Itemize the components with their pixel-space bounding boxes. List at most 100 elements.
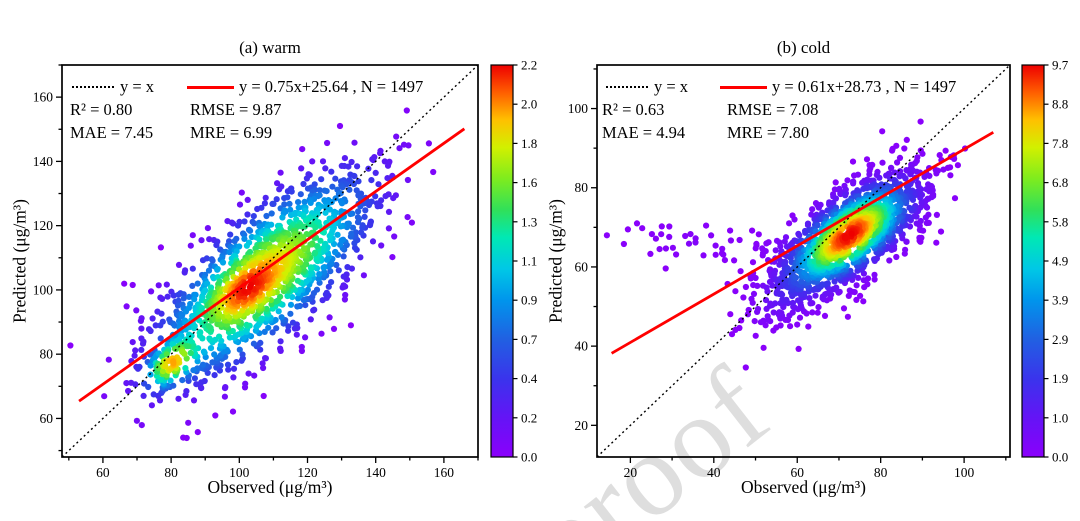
scatter-point xyxy=(740,294,747,301)
scatter-point xyxy=(728,331,736,338)
scatter-point xyxy=(377,150,384,157)
scatter-point xyxy=(236,201,244,208)
scatter-point xyxy=(937,228,945,235)
scatter-point xyxy=(923,220,930,227)
scatter-point xyxy=(749,259,757,266)
scatter-point xyxy=(183,355,190,362)
scatter-point xyxy=(893,253,900,261)
scatter-point xyxy=(245,370,252,377)
scatter-point xyxy=(162,363,169,370)
y-tick-label: 80 xyxy=(40,347,54,362)
scatter-point xyxy=(231,238,238,245)
scatter-point xyxy=(330,325,338,332)
x-tick-label: 60 xyxy=(96,465,110,480)
x-tick-label: 80 xyxy=(164,465,178,480)
scatter-point xyxy=(805,323,812,330)
scatter-point xyxy=(149,315,156,322)
colorbar-tick-label: 5.8 xyxy=(1052,214,1068,229)
scatter-point xyxy=(190,367,197,374)
scatter-point xyxy=(933,211,941,218)
scatter-point xyxy=(298,165,305,172)
scatter-point xyxy=(808,211,815,218)
scatter-point xyxy=(385,225,392,232)
colorbar-tick-label: 7.8 xyxy=(1052,136,1068,151)
scatter-point xyxy=(373,200,381,207)
scatter-point xyxy=(812,292,819,299)
x-tick-label: 60 xyxy=(790,465,804,480)
scatter-point xyxy=(133,307,140,314)
scatter-point xyxy=(326,232,333,239)
scatter-point xyxy=(201,377,208,385)
scatter-point xyxy=(243,321,250,328)
scatter-point xyxy=(287,206,294,213)
scatter-point xyxy=(871,276,878,283)
scatter-point xyxy=(300,246,307,253)
scatter-point xyxy=(260,364,267,372)
scatter-point xyxy=(181,269,188,276)
scatter-point xyxy=(182,365,189,372)
scatter-point xyxy=(430,168,437,176)
scatter-point xyxy=(340,253,347,260)
scatter-point xyxy=(269,329,276,336)
scatter-point xyxy=(794,321,801,328)
scatter-point xyxy=(917,118,924,125)
stat-mae-a: MAE = 7.45 xyxy=(70,123,154,142)
scatter-point xyxy=(206,335,213,342)
scatter-point xyxy=(351,173,358,180)
scatter-point xyxy=(206,236,213,243)
scatter-point xyxy=(179,377,186,384)
scatter-point xyxy=(158,310,165,317)
scatter-point xyxy=(866,171,873,178)
scatter-point xyxy=(207,345,215,352)
scatter-point xyxy=(328,168,335,175)
scatter-point xyxy=(158,376,165,383)
scatter-point xyxy=(300,296,307,304)
scatter-point xyxy=(263,212,270,220)
scatter-point xyxy=(760,317,767,324)
scatter-point xyxy=(261,200,268,207)
scatter-point xyxy=(876,174,883,181)
scatter-point xyxy=(797,291,804,298)
scatter-point xyxy=(259,360,266,367)
scatter-point xyxy=(136,363,143,370)
scatter-point xyxy=(907,171,914,178)
scatter-point xyxy=(798,278,805,285)
scatter-point xyxy=(894,159,901,166)
scatter-point xyxy=(180,295,187,302)
scatter-point xyxy=(277,338,284,345)
scatter-point xyxy=(708,232,715,239)
scatter-point xyxy=(318,176,325,183)
scatter-point xyxy=(719,245,726,252)
scatter-point xyxy=(833,284,840,291)
scatter-point xyxy=(159,318,166,325)
scatter-point xyxy=(148,288,155,295)
identity-line-a xyxy=(61,64,479,458)
scatter-point xyxy=(754,282,761,289)
x-tick-label: 140 xyxy=(366,465,387,480)
scatter-point xyxy=(274,180,281,187)
scatter-point xyxy=(807,300,814,307)
scatter-point xyxy=(403,107,410,114)
scatter-point xyxy=(815,204,823,211)
scatter-point xyxy=(842,192,849,199)
y-axis-label-a: Predicted (μg/m³) xyxy=(9,199,30,323)
scatter-point xyxy=(762,322,769,329)
scatter-point xyxy=(145,383,152,391)
scatter-point xyxy=(750,290,758,297)
colorbar-tick-label: 0.0 xyxy=(521,450,537,465)
scatter-point xyxy=(933,239,940,246)
scatter-point xyxy=(301,198,308,205)
scatter-point xyxy=(294,277,301,284)
scatter-point xyxy=(326,206,333,213)
fit-line-label-b: y = 0.61x+28.73 , N = 1497 xyxy=(772,77,957,96)
scatter-point xyxy=(789,299,797,307)
stat-mae-b: MAE = 4.94 xyxy=(602,123,686,142)
scatter-point xyxy=(157,335,164,342)
scatter-point xyxy=(251,220,258,227)
scatter-point xyxy=(129,281,136,289)
scatter-point xyxy=(848,230,855,237)
scatter-point xyxy=(202,287,209,294)
scatter-point xyxy=(736,324,743,332)
scatter-point xyxy=(157,244,164,251)
